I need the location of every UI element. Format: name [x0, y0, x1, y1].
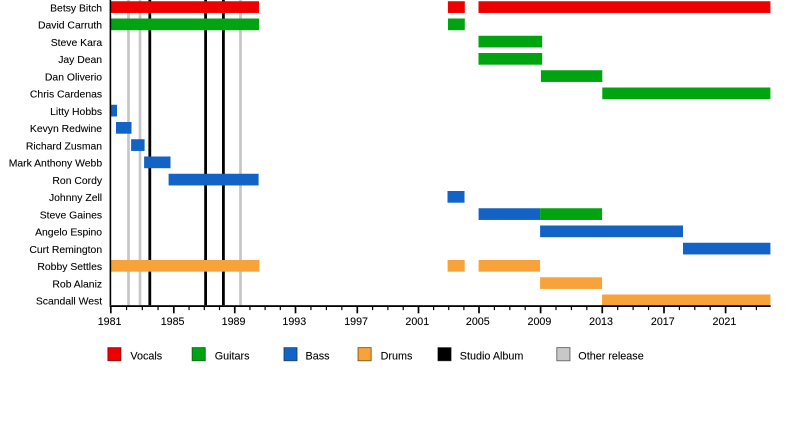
svg-text:1997: 1997 [344, 316, 368, 328]
svg-text:Guitars: Guitars [215, 350, 250, 362]
svg-text:2009: 2009 [528, 316, 552, 328]
svg-text:2017: 2017 [651, 316, 675, 328]
svg-text:Steve Kara: Steve Kara [51, 38, 103, 49]
svg-text:Angelo Espino: Angelo Espino [35, 228, 102, 239]
svg-text:1981: 1981 [98, 316, 122, 328]
svg-text:Steve Gaines: Steve Gaines [40, 210, 102, 221]
svg-text:2021: 2021 [713, 316, 737, 328]
svg-text:1985: 1985 [161, 316, 185, 328]
svg-text:Kevyn Redwine: Kevyn Redwine [30, 124, 102, 135]
svg-text:Robby Settles: Robby Settles [37, 262, 102, 273]
svg-text:Jay Dean: Jay Dean [58, 55, 102, 66]
svg-text:Curt Remington: Curt Remington [29, 245, 102, 256]
svg-text:2005: 2005 [466, 316, 490, 328]
svg-text:Johnny Zell: Johnny Zell [49, 193, 102, 204]
svg-text:Bass: Bass [306, 350, 331, 362]
svg-text:Other release: Other release [578, 350, 643, 362]
svg-text:David Carruth: David Carruth [38, 21, 102, 32]
svg-text:Mark Anthony Webb: Mark Anthony Webb [9, 159, 103, 170]
svg-text:2013: 2013 [589, 316, 613, 328]
svg-text:Betsy Bitch: Betsy Bitch [50, 3, 102, 14]
svg-text:Litty Hobbs: Litty Hobbs [50, 107, 102, 118]
svg-text:1993: 1993 [282, 316, 306, 328]
svg-text:Vocals: Vocals [130, 350, 162, 362]
svg-text:Chris Cardenas: Chris Cardenas [30, 90, 102, 101]
svg-text:Ron Cordy: Ron Cordy [52, 176, 102, 187]
svg-text:Richard Zusman: Richard Zusman [26, 141, 102, 152]
svg-text:Dan Oliverio: Dan Oliverio [45, 72, 102, 83]
svg-text:Studio Album: Studio Album [460, 350, 524, 362]
svg-text:Rob Alaniz: Rob Alaniz [52, 279, 102, 290]
svg-text:2001: 2001 [405, 316, 429, 328]
svg-text:Drums: Drums [381, 350, 413, 362]
svg-text:1989: 1989 [222, 316, 246, 328]
svg-text:Scandall West: Scandall West [36, 297, 102, 308]
